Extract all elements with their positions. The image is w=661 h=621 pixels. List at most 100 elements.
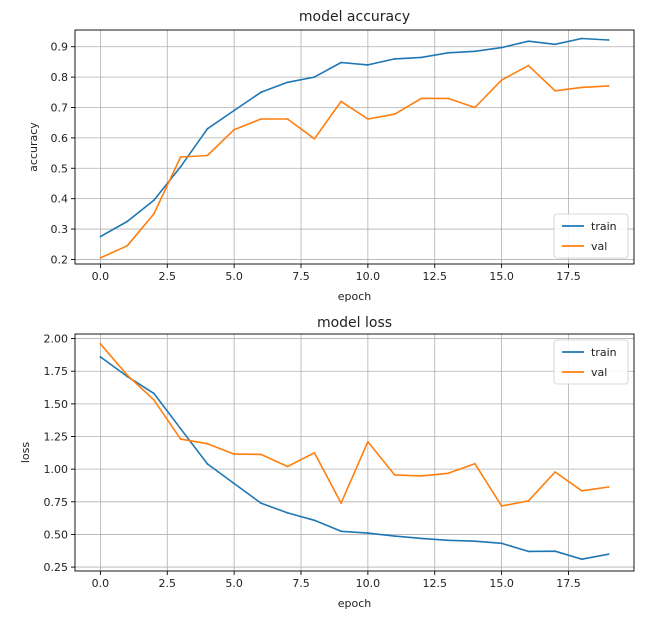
y-tick-label: 2.00 [44, 333, 69, 346]
data-point-val [233, 453, 236, 456]
data-point-val [340, 100, 343, 103]
data-point-train [554, 43, 556, 46]
y-tick-label: 0.4 [51, 193, 69, 206]
data-point-train [259, 502, 262, 504]
data-point-train [447, 539, 450, 542]
data-point-val [420, 475, 423, 477]
data-point-val [126, 374, 129, 377]
data-point-train [527, 40, 530, 43]
data-point-val [500, 79, 503, 82]
y-tick-label: 0.75 [44, 496, 69, 509]
data-point-val [179, 156, 182, 158]
data-point-val [206, 442, 209, 445]
data-point-train [527, 550, 530, 553]
legend: train val [553, 213, 629, 259]
y-tick-label: 0.7 [51, 101, 69, 114]
data-point-val [473, 106, 476, 109]
x-tick-label: 15.0 [489, 577, 514, 590]
data-point-val [473, 462, 476, 465]
data-point-val [126, 244, 129, 247]
data-point-train [473, 540, 476, 543]
axes-frame [74, 333, 635, 572]
data-point-val [153, 212, 155, 215]
series-line-train [100, 37, 609, 238]
axes-frame [74, 29, 635, 265]
x-tick-label: 2.5 [159, 577, 177, 590]
legend-label-val: val [591, 366, 607, 379]
x-tick-label: 5.0 [225, 270, 243, 283]
data-point-val [393, 473, 396, 476]
y-tick-label: 0.3 [51, 223, 69, 236]
data-point-train [393, 57, 396, 60]
data-point-val [580, 86, 583, 89]
y-tick-label: 1.75 [44, 365, 69, 378]
data-point-val [500, 505, 503, 507]
x-tick-label: 0.0 [92, 577, 110, 590]
series-line-val [99, 343, 609, 507]
chart-panel-0: 0.0 2.5 5.0 7.5 10.0 12.5 15.0 17.5 0.2 0.3 0.4 0.5… [27, 9, 635, 303]
data-point-train [393, 535, 396, 538]
x-tick-label: 12.5 [422, 577, 447, 590]
y-tick-label: 0.9 [51, 41, 69, 54]
data-point-train [99, 235, 102, 238]
x-tick-label: 17.5 [556, 270, 581, 283]
y-tick-label: 1.00 [44, 463, 69, 476]
series-line-train [99, 356, 609, 561]
data-point-val [607, 486, 610, 488]
legend: train val [553, 339, 629, 385]
data-point-train [554, 550, 556, 553]
data-point-train [500, 542, 503, 545]
y-tick-label: 1.25 [44, 431, 69, 444]
y-tick-label: 0.5 [51, 162, 69, 175]
data-point-train [473, 50, 476, 53]
y-axis-label: accuracy [27, 122, 40, 172]
data-point-val [99, 342, 102, 345]
x-tick-label: 0.0 [92, 270, 110, 283]
data-point-val [366, 118, 369, 120]
data-point-val [313, 137, 316, 140]
data-point-train [580, 558, 583, 561]
data-point-train [420, 537, 423, 540]
y-tick-label: 0.6 [51, 132, 69, 145]
data-point-val [580, 489, 583, 492]
data-point-train [447, 51, 450, 54]
data-point-val [153, 399, 155, 401]
x-tick-label: 7.5 [292, 270, 310, 283]
data-point-val [527, 64, 530, 67]
data-point-train [313, 519, 316, 522]
data-point-val [340, 502, 343, 504]
x-axis-label: epoch [338, 290, 372, 303]
data-point-val [447, 97, 450, 100]
data-point-val [420, 97, 423, 100]
data-point-train [500, 46, 503, 49]
data-point-train [366, 532, 369, 535]
data-point-train [179, 427, 182, 430]
data-point-train [153, 199, 155, 202]
x-tick-label: 7.5 [292, 577, 310, 590]
x-tick-label: 15.0 [489, 270, 514, 283]
data-point-train [286, 81, 289, 84]
x-axis-label: epoch [338, 597, 372, 610]
data-point-val [233, 128, 236, 131]
data-point-train [340, 61, 343, 64]
data-point-val [527, 499, 530, 502]
x-tick-label: 2.5 [159, 270, 177, 283]
data-point-train [206, 463, 209, 465]
data-point-train [313, 76, 316, 79]
data-point-train [420, 56, 423, 59]
legend-box [553, 213, 629, 259]
y-axis-label: loss [19, 442, 32, 464]
legend-box [553, 339, 629, 385]
data-point-val [286, 465, 289, 468]
x-tick-label: 5.0 [225, 577, 243, 590]
data-point-val [179, 438, 182, 441]
y-tick-label: 0.2 [51, 253, 69, 266]
data-point-val [286, 118, 289, 120]
data-point-val [206, 154, 209, 157]
chart-panel-1: 0.0 2.5 5.0 7.5 10.0 12.5 15.0 17.5 0.25 0.50 0.75… [19, 315, 635, 610]
data-point-val [554, 471, 556, 473]
data-point-val [366, 440, 369, 443]
legend-label-train: train [591, 220, 617, 233]
data-point-train [233, 109, 236, 112]
